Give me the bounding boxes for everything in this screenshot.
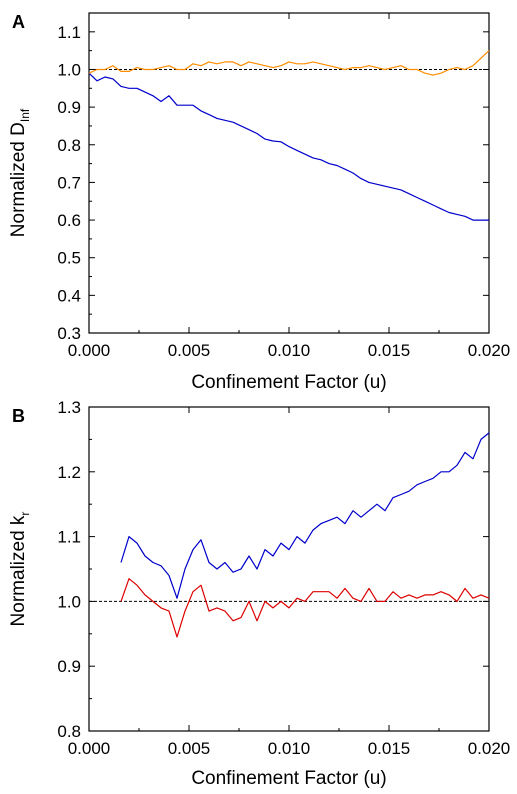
y-axis-title-subscript: r [18,512,32,516]
panel-label: B [12,406,25,426]
y-axis-title-main: Normalized k [8,515,29,626]
y-tick-label: 0.7 [57,173,81,192]
y-tick-label: 1.1 [57,528,81,547]
x-tick-label: 0.020 [468,739,511,758]
x-tick-label: 0.005 [168,341,211,360]
y-tick-label: 0.4 [57,286,81,305]
y-tick-label: 0.8 [57,722,81,741]
y-tick-label: 0.9 [57,98,81,117]
series-line-1 [88,72,489,221]
x-tick-label: 0.010 [268,739,311,758]
plot-frame [88,406,490,732]
y-tick-label: 1.3 [57,398,81,417]
x-axis-title: Confinement Factor (u) [191,768,386,789]
series-line-2 [88,50,490,76]
series-line-2 [120,578,490,638]
y-tick-label: 1.2 [57,463,81,482]
x-tick-label: 0.015 [368,739,411,758]
y-tick-label: 1.0 [57,60,81,79]
y-tick-label: 0.8 [57,136,81,155]
y-axis-title-main: Normalized D [8,122,29,237]
x-tick-label: 0.020 [468,341,511,360]
series-line-1 [120,432,490,599]
y-axis-title: Normalized kr [8,512,32,627]
y-axis-title-subscript: Inf [18,108,32,122]
x-tick-label: 0.000 [68,739,111,758]
x-axis-title: Confinement Factor (u) [191,372,386,393]
y-tick-label: 1.1 [57,23,81,42]
y-tick-label: 0.9 [57,657,81,676]
panel-label: A [12,12,25,32]
x-tick-label: 0.010 [268,341,311,360]
plot-frame [88,12,490,334]
y-tick-label: 1.0 [57,592,81,611]
y-tick-label: 0.3 [57,324,81,343]
y-axis-title: Normalized DInf [8,108,32,237]
x-tick-label: 0.000 [68,341,111,360]
x-tick-label: 0.005 [168,739,211,758]
x-tick-label: 0.015 [368,341,411,360]
y-tick-label: 0.6 [57,211,81,230]
y-tick-label: 0.5 [57,249,81,268]
